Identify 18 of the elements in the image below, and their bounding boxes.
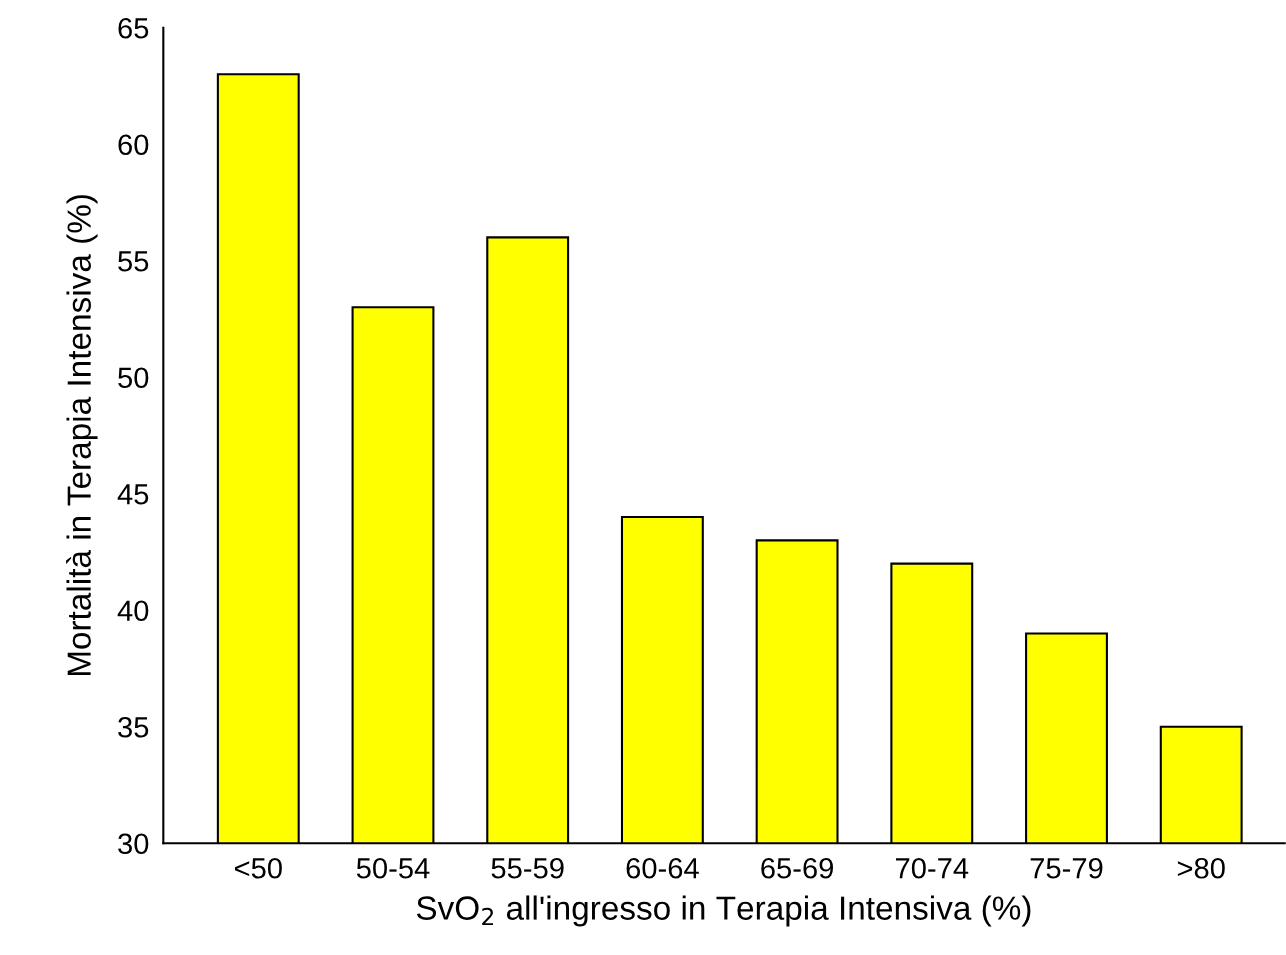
x-tick-label: 70-74 [896, 857, 969, 879]
y-tick-label: 35 [118, 716, 149, 738]
y-axis-title: Mortalità in Terapia Intensiva (%) [66, 195, 98, 676]
y-tick-label: 60 [118, 134, 149, 156]
x-tick-label: 75-79 [1030, 857, 1103, 879]
x-tick-label: 65-69 [761, 857, 834, 879]
y-tick-label: 50 [118, 367, 149, 389]
x-tick-label: >80 [1177, 857, 1225, 879]
x-tick-label: 55-59 [491, 857, 564, 879]
y-tick-label: 65 [118, 17, 149, 39]
x-axis-title: SvO$_{2}$ all'ingresso in Terapia Intensiva (%) [416, 895, 1031, 927]
y-tick-label: 30 [118, 833, 149, 855]
x-tick-label: 60-64 [626, 857, 699, 879]
y-tick-label: 40 [117, 600, 149, 622]
x-tick-label: 50-54 [356, 857, 430, 879]
y-tick-label: 55 [118, 251, 149, 272]
y-tick-label: 45 [117, 484, 149, 505]
x-tick-label: <50 [234, 857, 282, 879]
